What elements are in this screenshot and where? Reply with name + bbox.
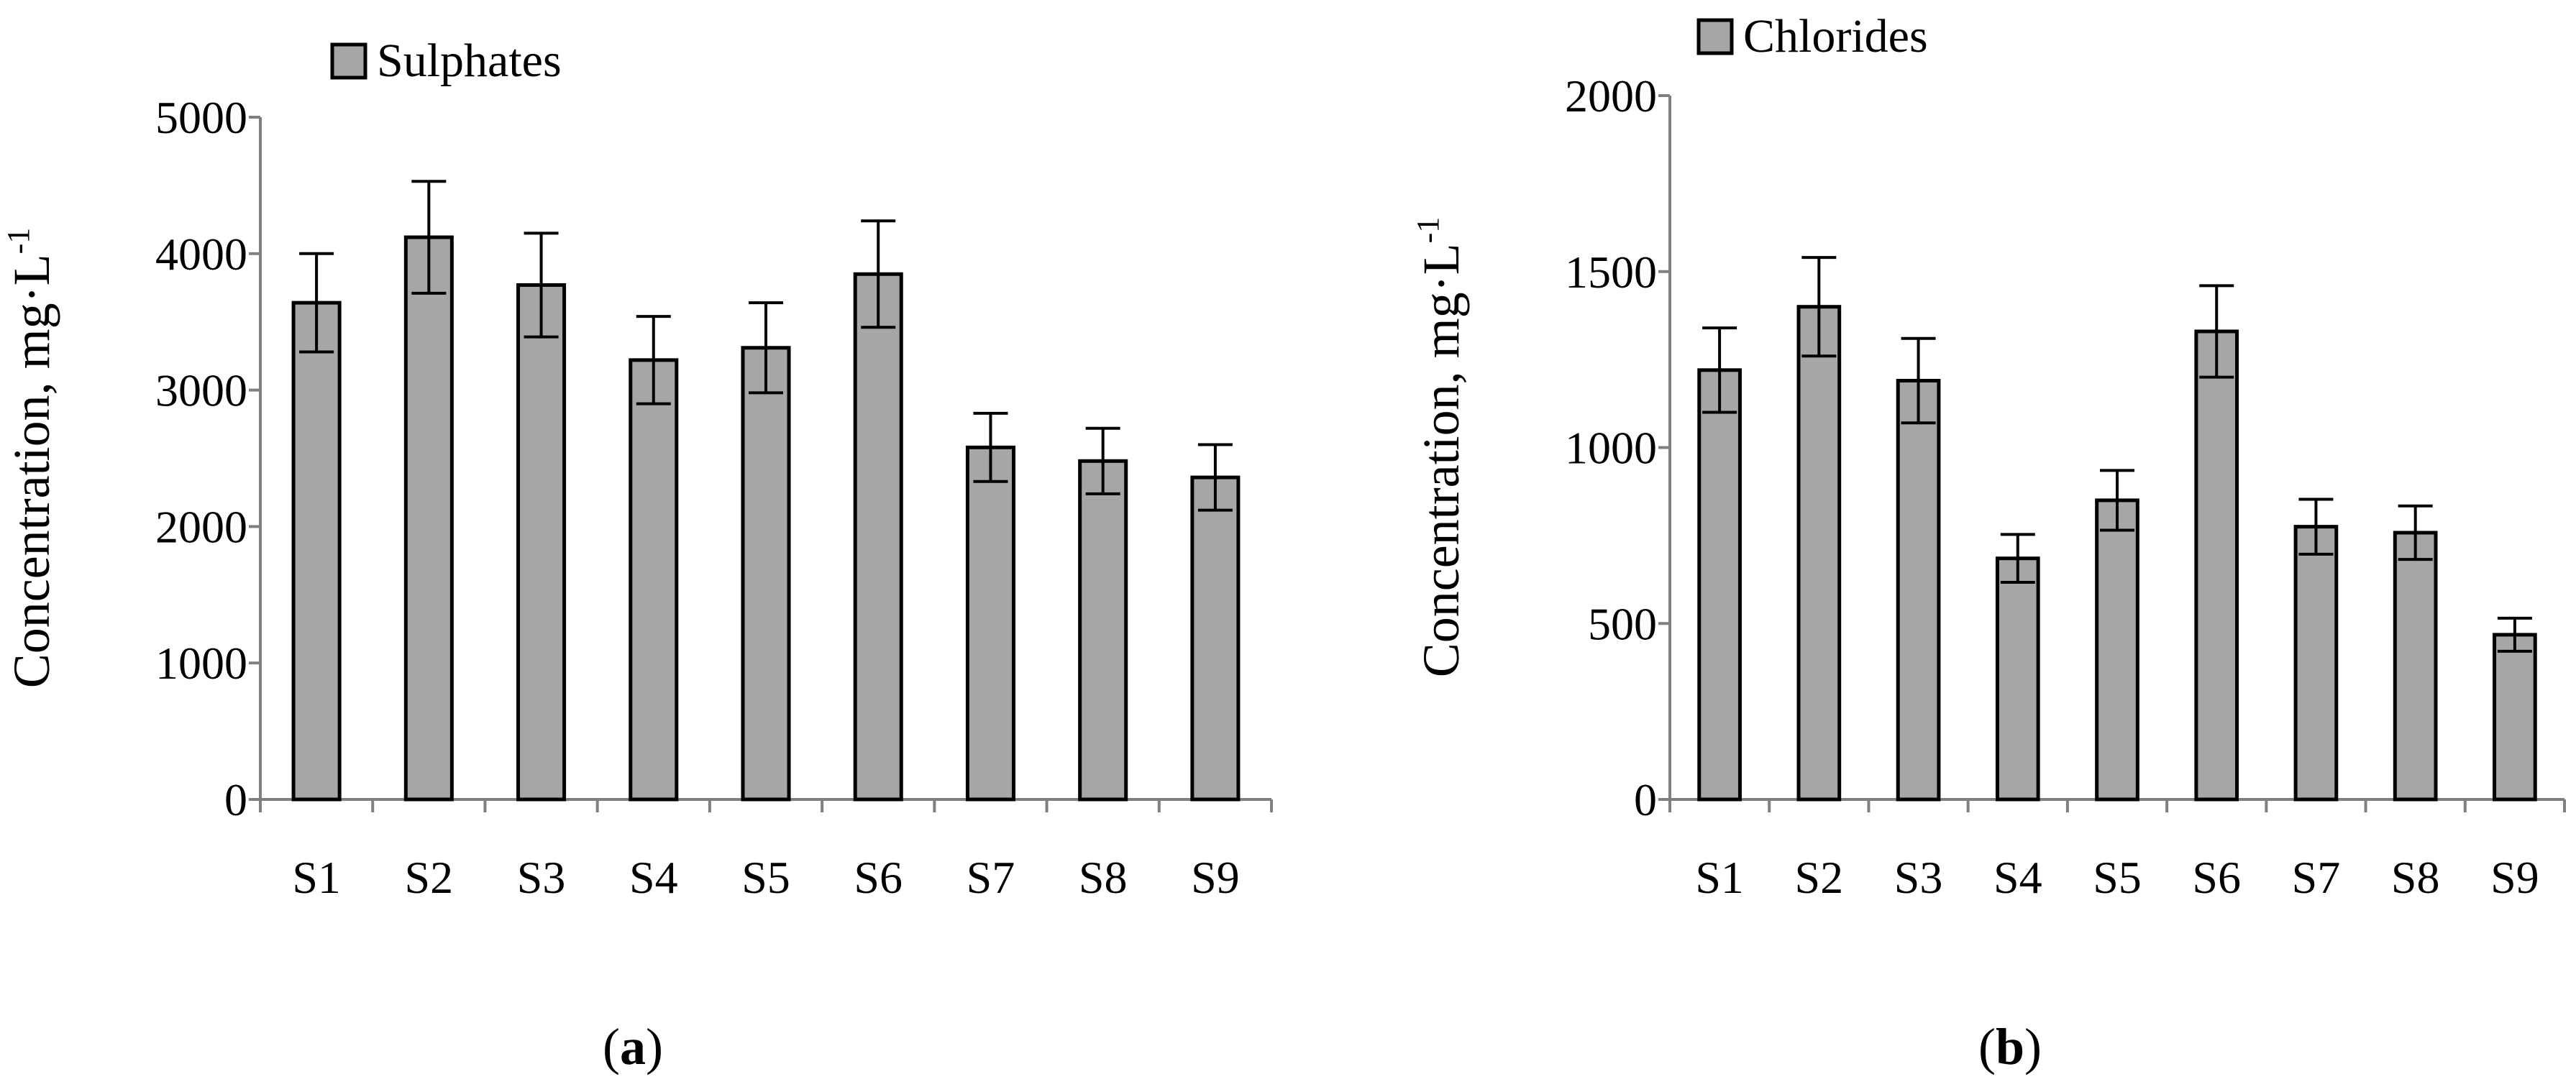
- x-tick-label: S7: [2292, 852, 2341, 903]
- y-tick-label: 0: [1634, 774, 1657, 825]
- chart-chlorides: 0 500 1000 1500 2000 S1 S2 S3 S4 S5 S6 S7 S8 S9 Chlori…: [1410, 10, 2566, 1075]
- bar-s9: [2493, 633, 2537, 802]
- y-tick-label: 1000: [1565, 423, 1657, 474]
- bar-s8: [1078, 459, 1128, 802]
- y-tick-label: 500: [1588, 598, 1657, 649]
- bar-s2: [403, 235, 454, 802]
- x-tick-label: S3: [517, 852, 566, 903]
- bar-s1: [291, 301, 342, 802]
- y-tick-label: 2000: [1565, 70, 1657, 121]
- bar-s7: [965, 445, 1015, 802]
- bar-s4: [1995, 556, 2040, 802]
- bar-s5: [741, 346, 791, 802]
- y-tick-label: 5000: [155, 92, 247, 143]
- bar-s6: [2194, 329, 2239, 802]
- x-tick-label: S5: [741, 852, 790, 903]
- bar-s9: [1190, 475, 1241, 802]
- y-axis-title-superscript: -1: [1, 228, 36, 254]
- bar-s7: [2293, 525, 2339, 802]
- x-tick-label: S4: [629, 852, 678, 903]
- panel-label: (a): [603, 1018, 663, 1075]
- y-axis-title-superscript: -1: [1410, 217, 1445, 244]
- y-axis-title: Concentration, mg·L-1: [1, 228, 60, 689]
- y-tick-label: 2000: [155, 501, 247, 552]
- legend-swatch: [1696, 18, 1734, 55]
- y-tick-label: 1000: [155, 638, 247, 689]
- x-tick-label: S4: [1993, 852, 2042, 903]
- y-tick-label: 1500: [1565, 247, 1657, 298]
- legend-label: Sulphates: [377, 35, 562, 87]
- y-axis-title-text: Concentration, mg·L: [3, 254, 60, 688]
- x-tick-label: S6: [2192, 852, 2241, 903]
- legend-swatch: [330, 42, 367, 80]
- bar-s5: [2095, 498, 2139, 802]
- legend-label: Chlorides: [1743, 10, 1928, 63]
- x-tick-label: S9: [1191, 852, 1240, 903]
- x-tick-label: S9: [2490, 852, 2539, 903]
- x-tick-label: S3: [1894, 852, 1943, 903]
- x-tick-label: S1: [292, 852, 341, 903]
- panel-letter: a: [620, 1018, 646, 1075]
- x-tick-label: S7: [967, 852, 1015, 903]
- x-tick-label: S8: [1079, 852, 1128, 903]
- bar-s8: [2393, 531, 2438, 802]
- bar-s3: [516, 283, 567, 802]
- chart-sulphates: 0 1000 2000 3000 4000 5000 S1 S2 S3 S4 S5 S6 S7 S8 S9 S…: [1, 35, 1273, 1075]
- panel-label: (b): [1978, 1018, 2042, 1075]
- y-tick-label: 0: [224, 774, 247, 825]
- y-tick-label: 4000: [155, 229, 247, 280]
- bar-s3: [1896, 378, 1941, 802]
- bar-s1: [1697, 368, 1742, 802]
- y-axis-title-text: Concentration, mg·L: [1412, 243, 1470, 677]
- panel-letter: b: [1996, 1018, 2024, 1075]
- bar-s4: [629, 358, 679, 802]
- bar-s6: [853, 272, 903, 802]
- y-axis-title: Concentration, mg·L-1: [1410, 217, 1470, 678]
- x-tick-label: S8: [2391, 852, 2440, 903]
- x-tick-label: S2: [1795, 852, 1844, 903]
- y-tick-label: 3000: [155, 365, 247, 416]
- bar-s2: [1796, 305, 1842, 802]
- x-tick-label: S6: [854, 852, 903, 903]
- x-tick-label: S1: [1695, 852, 1744, 903]
- x-tick-label: S2: [405, 852, 454, 903]
- x-tick-label: S5: [2093, 852, 2142, 903]
